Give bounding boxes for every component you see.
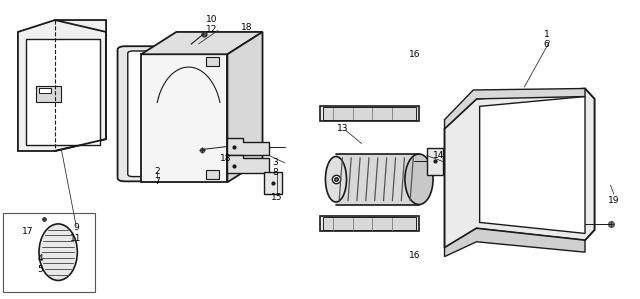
Text: 15: 15 (271, 193, 282, 202)
Polygon shape (227, 32, 262, 182)
Polygon shape (18, 20, 106, 151)
Bar (206, 57, 219, 66)
Polygon shape (445, 228, 585, 257)
Text: 2
7: 2 7 (154, 167, 160, 186)
Ellipse shape (405, 154, 433, 205)
Polygon shape (26, 39, 100, 145)
Bar (320, 216, 419, 231)
Bar (427, 148, 443, 175)
Polygon shape (445, 89, 595, 248)
Text: 13: 13 (337, 124, 348, 133)
FancyBboxPatch shape (118, 46, 209, 181)
Bar (264, 172, 282, 194)
Text: 18: 18 (220, 154, 232, 163)
Text: 17: 17 (22, 227, 33, 236)
Bar (141, 54, 227, 182)
Ellipse shape (39, 224, 77, 280)
Text: 16: 16 (409, 251, 420, 260)
Polygon shape (227, 155, 269, 173)
Bar (336, 154, 419, 205)
Ellipse shape (325, 156, 346, 202)
Polygon shape (479, 97, 585, 234)
Bar (3, 213, 95, 292)
Bar (323, 107, 417, 120)
Bar (39, 88, 51, 93)
Text: 3
8: 3 8 (273, 158, 278, 177)
Text: 9
11: 9 11 (70, 223, 82, 242)
Text: 14: 14 (433, 151, 444, 160)
Text: 18: 18 (241, 23, 252, 32)
Polygon shape (141, 32, 262, 54)
Text: 4
5: 4 5 (37, 254, 43, 274)
Bar (36, 86, 61, 102)
Bar (323, 217, 417, 230)
Text: 16: 16 (409, 50, 420, 59)
Bar (320, 106, 419, 121)
Text: 1
6: 1 6 (544, 30, 550, 49)
Text: 19: 19 (608, 196, 620, 205)
Bar (206, 170, 219, 179)
FancyBboxPatch shape (128, 51, 199, 177)
Text: 10
12: 10 12 (205, 15, 217, 34)
Polygon shape (227, 138, 269, 155)
Polygon shape (445, 89, 585, 129)
